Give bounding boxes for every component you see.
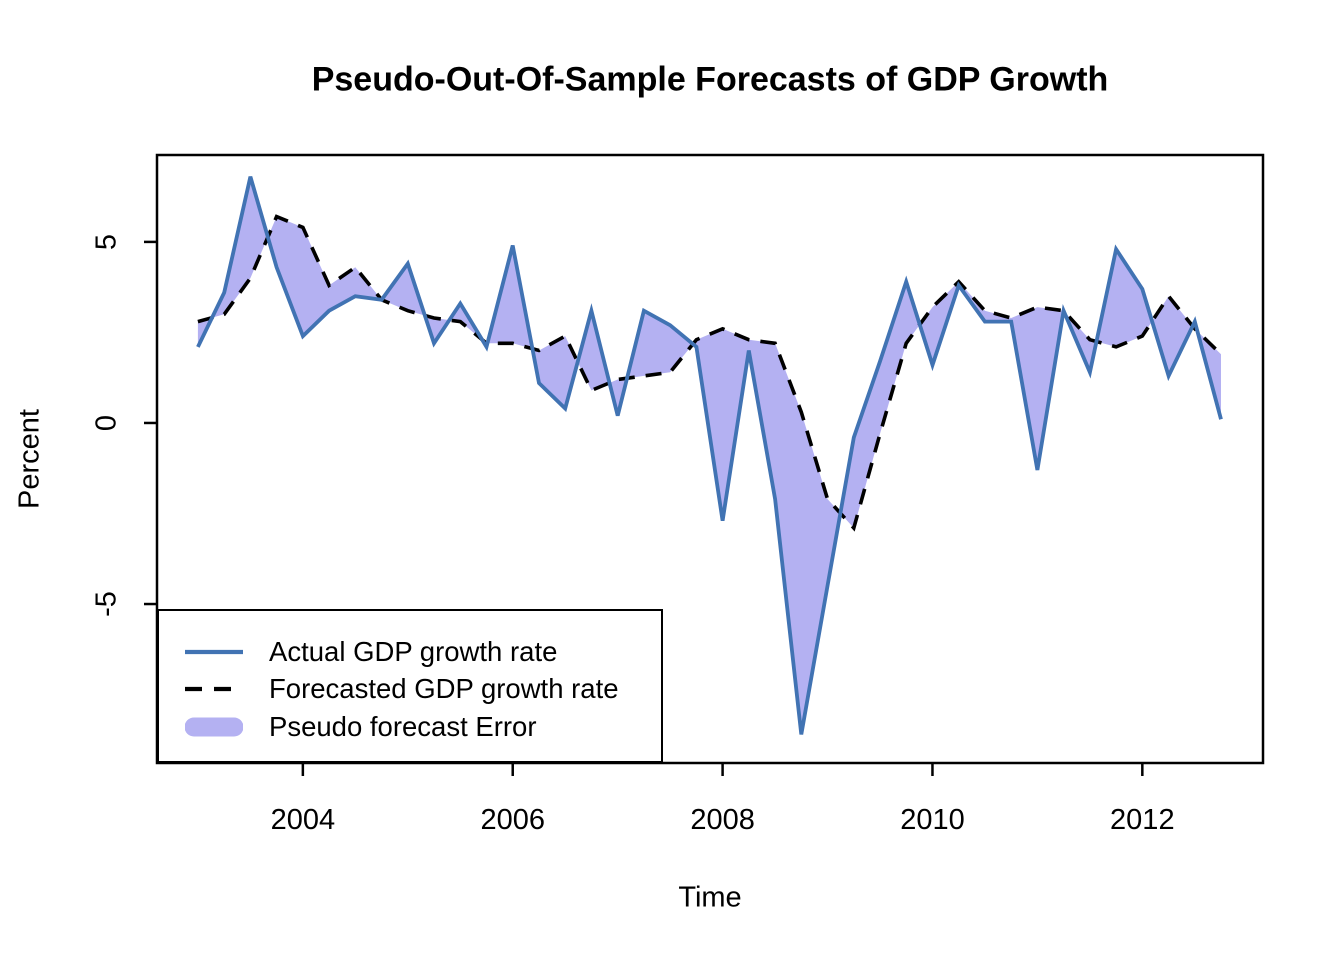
x-axis-tick-label: 2012 [1110, 804, 1175, 836]
forecast-line [197, 214, 1223, 532]
chart-title: Pseudo-Out-Of-Sample Forecasts of GDP Gr… [311, 60, 1109, 99]
x-axis-tick-label: 2004 [270, 804, 336, 836]
y-axis-tick-label: -5 [90, 591, 123, 617]
x-axis-tick-label: 2008 [690, 804, 755, 836]
legend-swatch-band [185, 717, 243, 737]
legend-swatch-solid-line [185, 649, 243, 655]
y-axis-tick-label: 0 [90, 414, 123, 432]
y-axis-tick-label: 5 [90, 233, 123, 250]
x-axis-tick-label: 2010 [900, 804, 965, 836]
legend-label: Forecasted GDP growth rate [269, 673, 619, 704]
legend-swatch-dashed-line [185, 686, 243, 692]
legend: Actual GDP growth rate Forecasted GDP gro… [157, 609, 663, 763]
actual-line [196, 176, 1223, 735]
x-axis-label: Time [678, 881, 742, 914]
legend-label: Pseudo forecast Error [269, 711, 537, 742]
legend-label: Actual GDP growth rate [269, 636, 558, 667]
plot-border [155, 153, 1265, 765]
x-axis-tick-label: 2006 [480, 804, 545, 836]
